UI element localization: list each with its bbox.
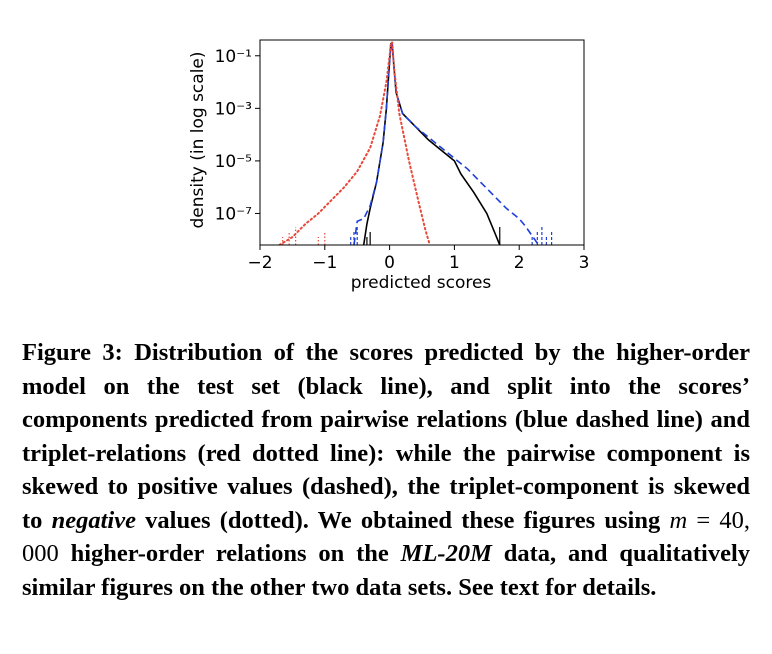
x-axis-label: predicted scores bbox=[351, 273, 492, 293]
y-tick-label: 10⁻⁵ bbox=[215, 152, 252, 172]
x-tick-label: 3 bbox=[579, 253, 590, 273]
series-0-line bbox=[362, 43, 501, 245]
x-tick-label: −2 bbox=[247, 253, 272, 273]
x-tick-label: 1 bbox=[449, 253, 460, 273]
caption-equals: = bbox=[687, 506, 720, 534]
x-tick-label: 0 bbox=[384, 253, 395, 273]
series-1-line bbox=[353, 43, 540, 245]
y-tick-label: 10⁻⁷ bbox=[215, 204, 253, 224]
figure-3: −2 −1 0 1 2 3 10⁻¹ 10⁻³ 10⁻⁵ 10⁻⁷ density (in log… bbox=[0, 0, 772, 300]
plot-area bbox=[278, 41, 553, 245]
caption-m: m bbox=[669, 506, 688, 534]
y-tick-label: 10⁻³ bbox=[215, 99, 252, 119]
caption-text-3: higher-order relations on the bbox=[58, 540, 401, 567]
series-2-line bbox=[278, 41, 431, 245]
caption-number: 40, 000 bbox=[22, 506, 750, 568]
caption-text-1: Distribution of the scores predicted by … bbox=[22, 339, 750, 534]
caption-dataset: ML-20M bbox=[400, 540, 492, 567]
x-tick-label: 2 bbox=[514, 253, 525, 273]
axes: −2 −1 0 1 2 3 10⁻¹ 10⁻³ 10⁻⁵ 10⁻⁷ bbox=[215, 39, 590, 273]
plot-frame bbox=[259, 39, 585, 246]
caption-label: Figure 3: bbox=[22, 339, 123, 366]
figure-caption: Figure 3: Distribution of the scores pre… bbox=[22, 336, 750, 604]
y-tick-label: 10⁻¹ bbox=[215, 47, 252, 67]
caption-text-2: values (dotted). We obtained these figur… bbox=[135, 506, 670, 534]
caption-text-4: data, and qualitatively similar figures … bbox=[22, 540, 750, 601]
density-plot: −2 −1 0 1 2 3 10⁻¹ 10⁻³ 10⁻⁵ 10⁻⁷ density (in log… bbox=[188, 39, 590, 293]
x-tick-label: −1 bbox=[312, 253, 337, 273]
caption-negative: negative bbox=[51, 506, 136, 534]
y-axis-label: density (in log scale) bbox=[188, 51, 208, 228]
